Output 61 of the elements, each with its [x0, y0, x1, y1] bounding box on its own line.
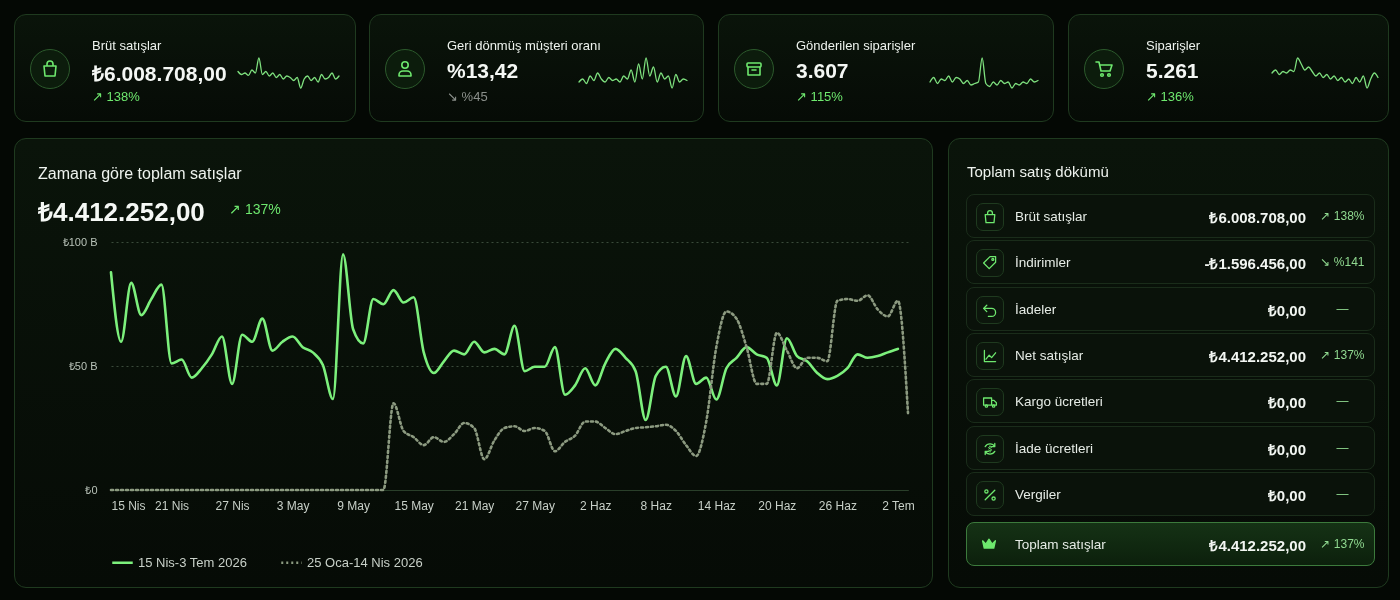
- category-label: İndirimler: [1015, 255, 1071, 271]
- text: ↗ 138%: [1319, 209, 1366, 223]
- text: Siparişler: [1146, 38, 1201, 53]
- text: -₺1.596.456,00: [1204, 255, 1306, 273]
- category-label: Vergiler: [1015, 486, 1061, 502]
- y-tick-label: ₺0: [85, 483, 98, 496]
- text: ↗ 137%: [1319, 347, 1366, 362]
- category-label: Brüt satışlar: [1015, 209, 1088, 224]
- text: —: [1335, 440, 1350, 455]
- text: Geri dönmüş müşteri oranı: [447, 38, 601, 53]
- category-label: İadeler: [1015, 301, 1057, 317]
- text: ₺4.412.252,00: [1209, 537, 1306, 555]
- text: Toplam satış dökümü: [967, 163, 1109, 180]
- chart-title: Zamana göre toplam satışlar: [38, 165, 242, 183]
- text: 5.261: [1146, 59, 1199, 83]
- text: ↗ 137%: [229, 201, 281, 217]
- x-tick-label: 27 May: [515, 498, 555, 513]
- text: ₺0,00: [1267, 440, 1306, 458]
- category-label: Kargo ücretleri: [1015, 394, 1103, 410]
- text: ↗ 137%: [1319, 537, 1366, 552]
- text: Gönderilen siparişler: [796, 38, 916, 53]
- text: ↗ 115%: [796, 89, 843, 104]
- x-tick-label: 2 Tem: [882, 498, 915, 513]
- text: —: [1335, 301, 1350, 316]
- legend-label: 15 Nis-3 Tem 2026: [138, 554, 247, 570]
- category-label: İade ücretleri: [1015, 440, 1094, 456]
- text: ₺6.008.708,00: [92, 61, 227, 87]
- x-tick-label: 15 May: [394, 498, 434, 513]
- text: —: [1335, 394, 1350, 409]
- chart-subtitle: ₺4.412.252,00: [38, 196, 205, 229]
- text: ↗ 136%: [1146, 89, 1194, 104]
- x-tick-label: 8 Haz: [640, 498, 672, 513]
- text: ₺4.412.252,00: [1209, 347, 1306, 365]
- text: %13,42: [447, 59, 519, 83]
- y-tick-label: ₺50 B: [68, 359, 98, 372]
- x-tick-label: 3 May: [276, 498, 310, 513]
- x-tick-label: 21 May: [455, 498, 495, 513]
- x-tick-label: 26 Haz: [818, 498, 857, 513]
- x-tick-label: 14 Haz: [697, 498, 736, 513]
- text: ₺0,00: [1267, 301, 1306, 319]
- x-tick-label: 27 Nis: [215, 498, 250, 513]
- text: ₺0,00: [1267, 394, 1306, 412]
- text: —: [1335, 486, 1350, 501]
- text: Brüt satışlar: [92, 38, 162, 53]
- y-tick-label: ₺100 B: [62, 235, 98, 248]
- category-label: Net satışlar: [1015, 347, 1084, 363]
- x-tick-label: 15 Nis: [111, 498, 146, 513]
- x-tick-label: 20 Haz: [758, 498, 797, 513]
- x-tick-label: 9 May: [337, 498, 370, 513]
- x-tick-label: 2 Haz: [580, 498, 612, 513]
- line-series: [109, 253, 900, 422]
- text: ↘ %45: [447, 89, 488, 104]
- text: ₺6.008.708,00: [1209, 209, 1306, 226]
- category-label: Toplam satışlar: [1015, 537, 1106, 553]
- text: ↗ 138%: [92, 89, 140, 104]
- text: ↘ %141: [1319, 255, 1366, 270]
- legend-label: 25 Oca-14 Nis 2026: [307, 554, 423, 570]
- text: ₺0,00: [1267, 486, 1306, 504]
- x-tick-label: 21 Nis: [155, 498, 190, 513]
- text: 3.607: [796, 59, 849, 83]
- line-series: [109, 294, 910, 492]
